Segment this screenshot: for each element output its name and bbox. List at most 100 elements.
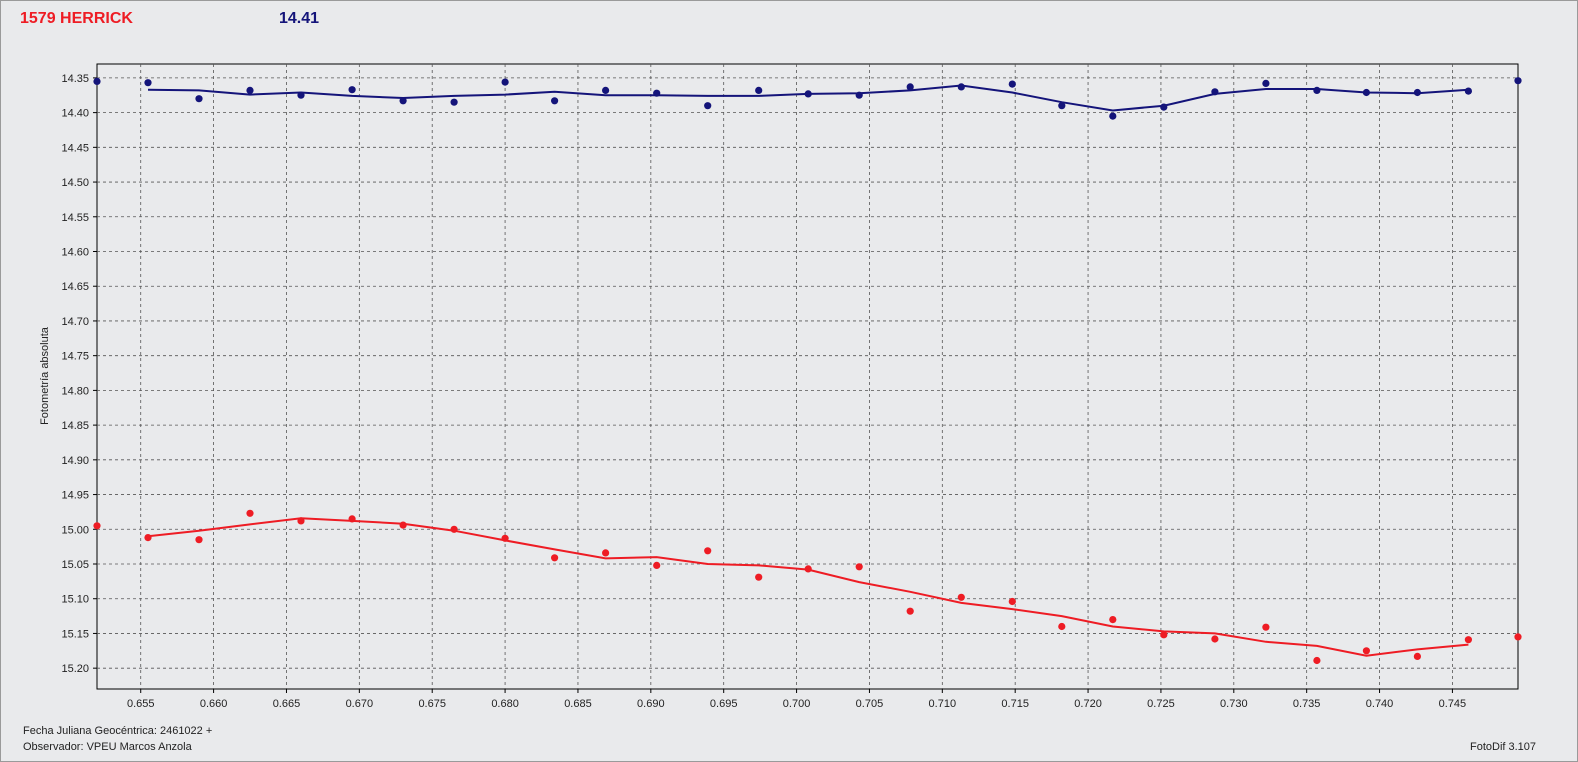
series-0-point: [957, 83, 965, 91]
series-0-point: [93, 77, 101, 85]
x-tick-label: 0.730: [1220, 698, 1248, 710]
grid: [97, 64, 1518, 689]
series-1-point: [551, 554, 559, 562]
x-tick-label: 0.690: [637, 698, 665, 710]
julian-date-label: Fecha Juliana Geocéntrica: 2461022 +: [23, 725, 213, 737]
y-tick-label: 14.40: [61, 108, 89, 120]
x-tick-label: 0.720: [1074, 698, 1102, 710]
series-0-point: [1413, 88, 1421, 97]
y-tick-label: 14.70: [61, 316, 89, 328]
x-tick-label: 0.660: [200, 698, 228, 710]
series-1-point: [1109, 616, 1117, 624]
series-0-point: [602, 86, 610, 94]
series-1-point: [1514, 633, 1522, 641]
x-tick-label: 0.710: [929, 698, 957, 710]
y-tick-label: 14.50: [61, 177, 89, 189]
series-0-point: [755, 86, 763, 94]
observer-label: Observador: VPEU Marcos Anzola: [23, 741, 192, 753]
series-0-point: [855, 91, 863, 99]
series-0-point: [246, 86, 254, 94]
series-0-point: [1211, 88, 1219, 96]
series-0-point: [144, 79, 152, 87]
series-0-point: [551, 97, 559, 105]
data-points: [93, 77, 1522, 665]
series-1-point: [855, 563, 863, 571]
x-tick-label: 0.680: [491, 698, 519, 710]
series-1-point: [1413, 652, 1421, 661]
series-0-point: [1109, 112, 1117, 120]
series-0-point: [1362, 88, 1370, 97]
series-1-point: [1464, 636, 1472, 644]
series-1-point: [144, 534, 152, 542]
x-tick-label: 0.700: [783, 698, 811, 710]
x-tick-labels: 0.655 0.660 0.665 0.670 0.675 0.680 0.685 0.690…: [127, 689, 1466, 710]
series-0-point: [195, 95, 203, 103]
y-tick-label: 14.80: [61, 385, 89, 397]
y-tick-label: 14.60: [61, 247, 89, 259]
y-tick-label: 14.55: [61, 212, 89, 224]
series-0-point: [297, 91, 305, 99]
series-1-point: [1262, 623, 1270, 631]
series-1-point: [1313, 656, 1321, 665]
object-title: 1579 HERRICK: [20, 10, 133, 27]
y-tick-label: 15.05: [61, 559, 89, 571]
series-0-point: [1008, 80, 1016, 88]
series-1-point: [653, 561, 661, 570]
series-0-point: [450, 98, 458, 106]
series-1-point: [195, 536, 203, 544]
x-tick-label: 0.675: [418, 698, 446, 710]
y-tick-label: 14.95: [61, 490, 89, 502]
series-0-point: [906, 83, 914, 91]
series-1-point: [246, 509, 254, 517]
series-1-point: [804, 565, 812, 573]
series-1-point: [704, 547, 712, 555]
y-tick-label: 14.45: [61, 142, 89, 154]
series-0-point: [804, 90, 812, 98]
plot-area: [96, 63, 1519, 690]
x-tick-label: 0.725: [1147, 698, 1175, 710]
series-0-point: [501, 78, 509, 86]
series-1-point: [1362, 647, 1370, 655]
y-tick-label: 14.75: [61, 351, 89, 363]
series-1-point: [906, 607, 914, 615]
x-tick-label: 0.655: [127, 698, 155, 710]
x-tick-label: 0.740: [1366, 698, 1394, 710]
series-0-point: [1514, 77, 1522, 85]
series-0-point: [704, 102, 712, 110]
x-tick-label: 0.665: [273, 698, 301, 710]
series-0-point: [348, 86, 356, 94]
y-tick-label: 14.65: [61, 281, 89, 293]
y-tick-label: 14.35: [61, 73, 89, 85]
series-0-point: [1262, 79, 1270, 87]
series-1-point: [297, 517, 305, 525]
series-1-point: [450, 525, 458, 533]
y-tick-labels: 14.35 14.40 14.45 14.50 14.55 14.60 14.65 14.70…: [61, 73, 97, 675]
series-0-point: [1058, 102, 1066, 110]
y-tick-label: 15.15: [61, 628, 89, 640]
y-tick-label: 14.85: [61, 420, 89, 432]
x-tick-label: 0.705: [856, 698, 884, 710]
x-tick-label: 0.695: [710, 698, 738, 710]
x-tick-label: 0.745: [1439, 698, 1467, 710]
x-tick-label: 0.685: [564, 698, 592, 710]
series-1-point: [1160, 631, 1168, 639]
series-1-point: [1211, 635, 1219, 643]
y-tick-label: 15.10: [61, 594, 89, 606]
x-tick-label: 0.715: [1001, 698, 1029, 710]
y-tick-label: 14.90: [61, 455, 89, 467]
series-0-point: [1464, 87, 1472, 95]
series-1-point: [1008, 597, 1016, 606]
series-0-point: [399, 97, 407, 105]
series-0-point: [653, 89, 661, 97]
y-tick-label: 15.20: [61, 663, 89, 675]
magnitude-value: 14.41: [279, 10, 320, 27]
series-0-point: [1160, 103, 1168, 111]
y-tick-label: 15.00: [61, 524, 89, 536]
series-1-point: [501, 534, 509, 542]
y-axis-label: Fotometría absoluta: [39, 326, 51, 425]
series-1-point: [957, 593, 965, 601]
series-1-point: [93, 522, 101, 530]
series-1-point: [602, 549, 610, 557]
